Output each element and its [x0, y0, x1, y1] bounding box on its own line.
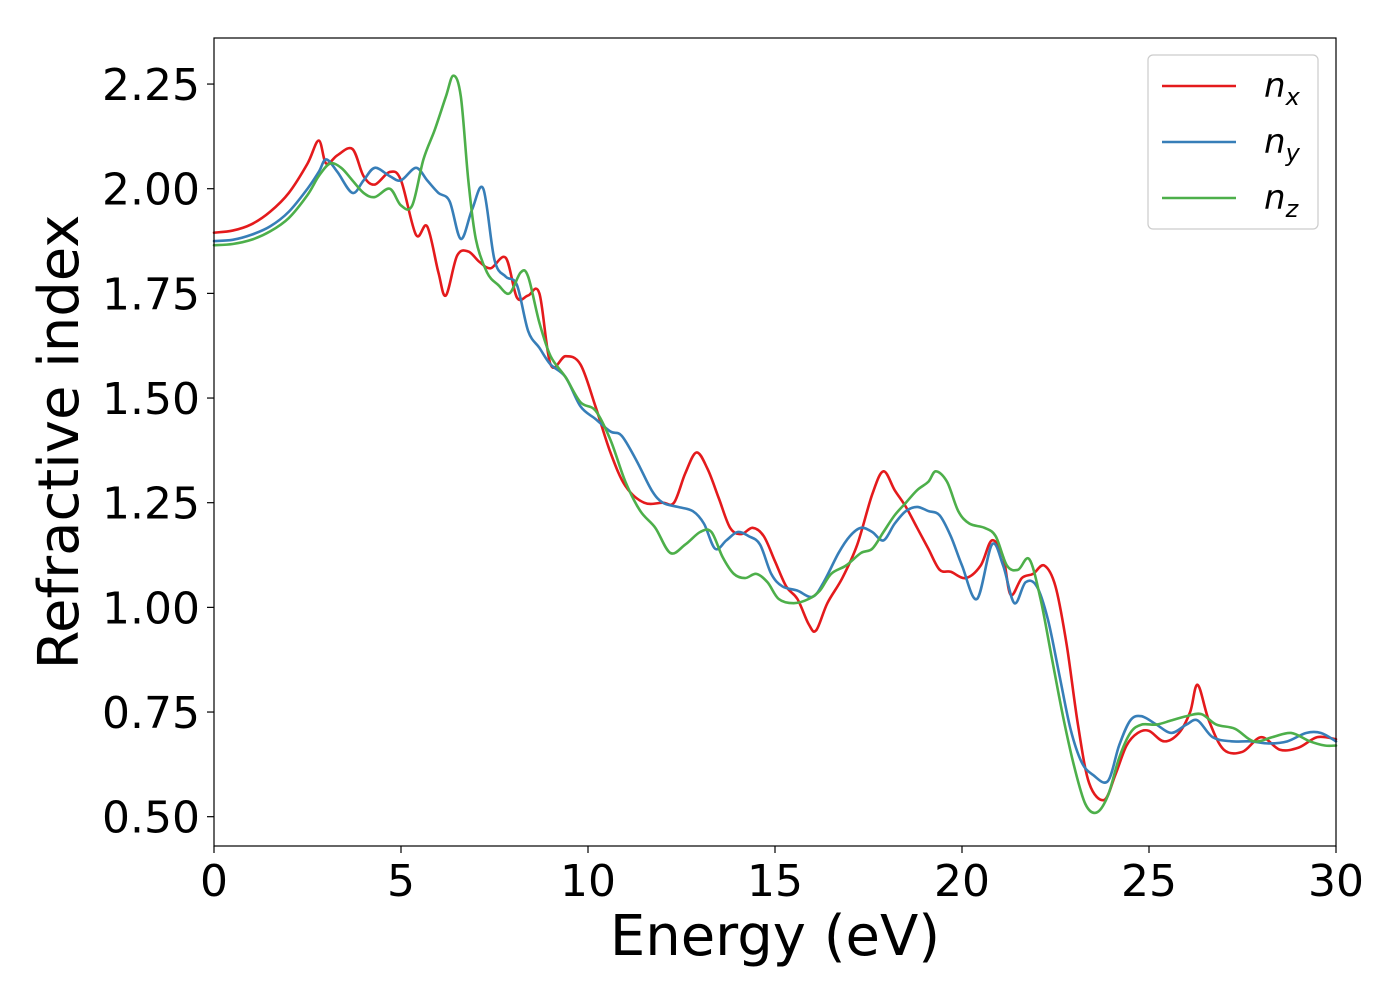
x-axis: 0 5 10 15 20 25 30: [200, 846, 1364, 907]
series-layer: [212, 74, 1338, 815]
legend-label-nx: nx: [1264, 66, 1301, 111]
x-tick-label: 10: [560, 856, 616, 907]
y-tick-label: 0.50: [102, 793, 200, 844]
x-tick-label: 0: [200, 856, 228, 907]
legend-label-nz: nz: [1264, 178, 1300, 223]
y-tick-label: 1.25: [102, 479, 200, 530]
y-axis: 0.50 0.75 1.00 1.25 1.50 1.75 2.00 2.25: [102, 60, 214, 844]
legend-label-ny: ny: [1264, 122, 1301, 167]
x-tick-label: 30: [1308, 856, 1364, 907]
y-tick-label: 0.75: [102, 688, 200, 739]
series-line-nx: [212, 139, 1338, 802]
y-tick-label: 1.50: [102, 374, 200, 425]
x-tick-label: 15: [747, 856, 803, 907]
legend-label-base: n: [1264, 66, 1286, 106]
legend-label-base: n: [1264, 178, 1286, 218]
legend-label-subscript: z: [1285, 195, 1300, 223]
legend-label-subscript: y: [1285, 139, 1301, 167]
y-tick-label: 2.00: [102, 165, 200, 216]
legend-label-base: n: [1264, 122, 1286, 162]
y-tick-label: 2.25: [102, 60, 200, 111]
x-tick-label: 25: [1121, 856, 1177, 907]
y-axis-label: Refractive index: [27, 215, 92, 670]
y-tick-label: 1.00: [102, 583, 200, 634]
y-tick-label: 1.75: [102, 269, 200, 320]
x-tick-label: 20: [934, 856, 990, 907]
series-line-nz: [212, 74, 1338, 815]
legend-label-subscript: x: [1285, 83, 1301, 111]
x-axis-label: Energy (eV): [610, 904, 940, 969]
x-tick-label: 5: [387, 856, 415, 907]
